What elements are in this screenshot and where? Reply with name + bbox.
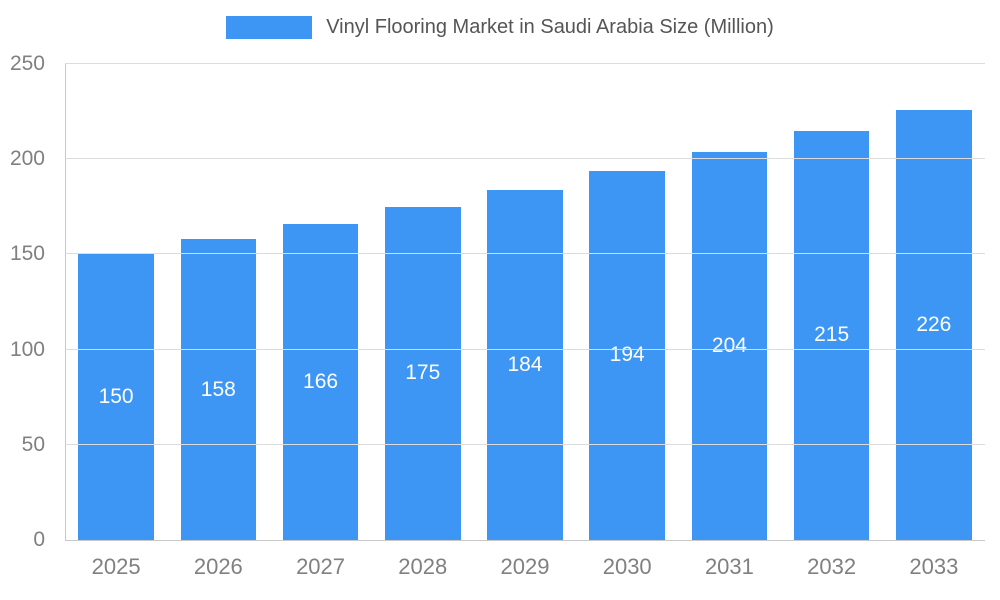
x-axis-labels: 2025 2026 2027 2028 2029 2030 2031 2032 2033 [65, 548, 985, 588]
bar-value-label: 166 [303, 369, 339, 393]
bar-value-label: 175 [405, 361, 441, 385]
bar-column: 194 [576, 64, 678, 540]
gridline [65, 348, 985, 350]
bar-column: 166 [269, 64, 371, 540]
y-axis-label: 250 [9, 52, 45, 75]
legend-swatch[interactable] [226, 16, 313, 39]
y-axis-label: 150 [9, 242, 45, 266]
bar-value-label: 184 [507, 352, 543, 376]
x-axis-label: 2033 [909, 554, 959, 579]
x-axis-label: 2032 [807, 554, 857, 579]
bar-column: 226 [883, 64, 985, 540]
bar-column: 175 [372, 64, 474, 540]
x-axis-label: 2025 [91, 554, 141, 579]
bar[interactable]: 204 [691, 151, 768, 540]
y-axis-label: 200 [9, 147, 45, 171]
bar[interactable]: 158 [180, 239, 257, 540]
bar-column: 150 [65, 64, 167, 540]
gridline [65, 443, 985, 445]
bar-value-label: 226 [916, 312, 952, 336]
y-axis-line [65, 64, 66, 540]
x-axis-label: 2028 [398, 554, 448, 579]
bar-value-label: 215 [814, 323, 850, 347]
x-axis-label: 2026 [193, 554, 243, 579]
bar-column: 184 [474, 64, 576, 540]
x-axis-line [65, 540, 985, 541]
x-axis-label: 2029 [500, 554, 550, 579]
legend: Vinyl Flooring Market in Saudi Arabia Si… [0, 16, 1000, 39]
chart-title: Vinyl Flooring Market in Saudi Arabia Si… [326, 16, 774, 38]
x-axis-label: 2027 [296, 554, 346, 579]
bar[interactable]: 215 [793, 130, 870, 540]
y-axis-label: 100 [9, 337, 45, 361]
x-axis-label: 2031 [704, 554, 754, 579]
bar-value-label: 194 [609, 343, 645, 367]
plot-area: 150 158 166 175 184 194 204 215 226 [65, 63, 985, 540]
y-axis-label: 0 [33, 528, 45, 551]
bar[interactable]: 166 [282, 223, 359, 540]
bar-value-label: 204 [711, 333, 747, 357]
y-axis-labels: 0 50 100 150 200 250 [0, 52, 55, 551]
bar[interactable]: 175 [384, 206, 461, 540]
gridline [65, 158, 985, 160]
bar[interactable]: 194 [589, 170, 666, 540]
bar[interactable]: 226 [896, 109, 972, 540]
bar[interactable]: 184 [487, 189, 563, 540]
gridline [65, 253, 985, 255]
bar-value-label: 158 [200, 377, 236, 401]
bar-column: 158 [167, 64, 269, 540]
bar[interactable]: 150 [78, 254, 154, 540]
y-axis-label: 50 [21, 432, 45, 456]
bar-column: 215 [781, 64, 883, 540]
bar-value-label: 150 [98, 385, 134, 409]
gridline [65, 63, 985, 64]
bar-column: 204 [678, 64, 780, 540]
x-axis-label: 2030 [602, 554, 652, 579]
bars-row: 150 158 166 175 184 194 204 215 226 [65, 64, 985, 540]
